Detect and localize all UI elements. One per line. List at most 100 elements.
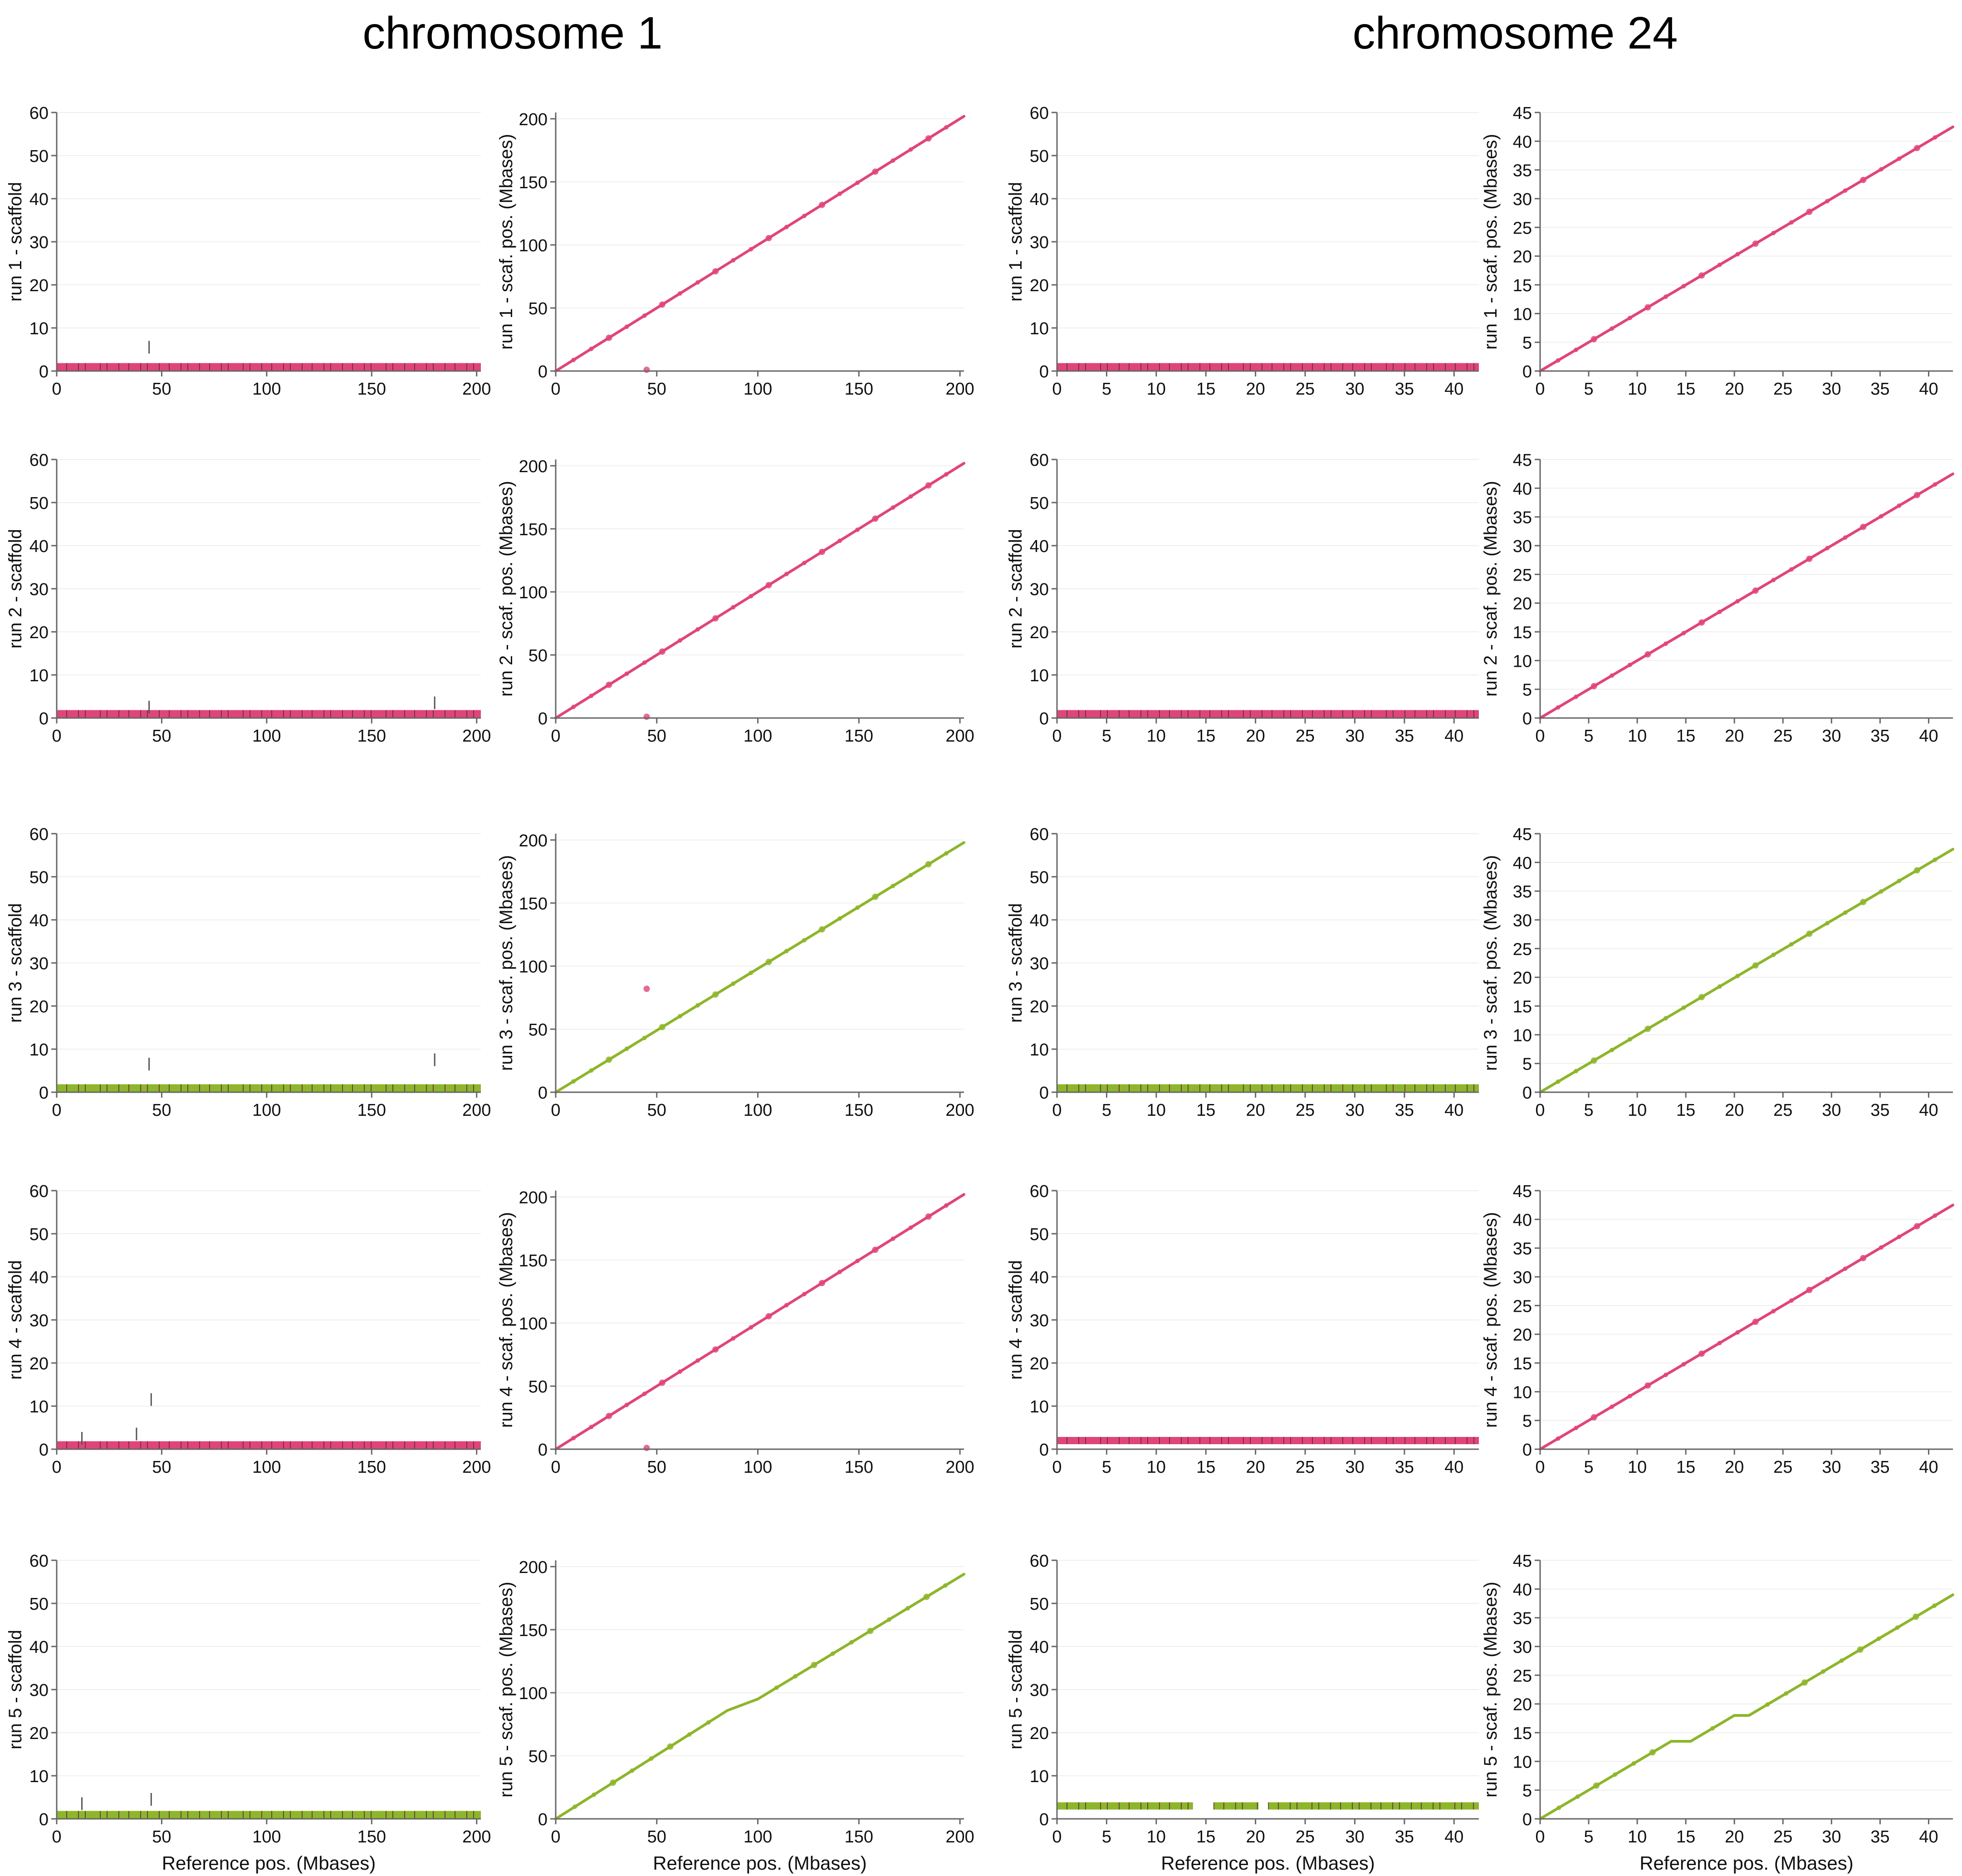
- alignment-point: [923, 1593, 930, 1600]
- alignment-point: [1717, 1340, 1722, 1345]
- alignment-point: [592, 1792, 597, 1797]
- panel-chromosome-24-run-4-position: 0 5 10 15 20 25 30 35 40 45 0 5 10 15 20 25 30 35 40 run 4 …: [1481, 1182, 1954, 1477]
- y-tick-label: 40: [1030, 911, 1049, 930]
- y-tick-label: 50: [29, 147, 49, 166]
- alignment-point: [1771, 230, 1776, 235]
- alignment-point: [1556, 1805, 1561, 1810]
- y-tick-label: 100: [519, 236, 548, 255]
- y-tick-label: 10: [1030, 1767, 1049, 1786]
- alignment-line: [1539, 472, 1954, 719]
- y-tick-label: 30: [29, 954, 49, 973]
- y-tick-label: 30: [1030, 1311, 1049, 1330]
- alignment-point: [1913, 867, 1920, 874]
- y-tick-label: 50: [1030, 1595, 1049, 1614]
- x-axis-label: Reference pos. (Mbases): [1161, 1852, 1375, 1874]
- x-tick-label: 30: [1822, 380, 1841, 399]
- alignment-point: [1897, 879, 1902, 884]
- alignment-point: [1789, 220, 1794, 225]
- alignment-point: [855, 180, 860, 185]
- alignment-point: [1860, 523, 1867, 530]
- x-tick-label: 50: [152, 1827, 171, 1847]
- alignment-point: [908, 1225, 913, 1230]
- y-axis-label: run 3 - scaffold: [5, 903, 25, 1023]
- y-tick-label: 50: [528, 299, 548, 318]
- x-tick-label: 200: [945, 1458, 974, 1477]
- alignment-point: [1897, 503, 1902, 508]
- alignment-point: [571, 704, 576, 709]
- x-tick-label: 20: [1725, 727, 1744, 746]
- alignment-point: [908, 873, 913, 878]
- y-tick-label: 200: [519, 110, 548, 129]
- y-tick-label: 40: [29, 1268, 49, 1287]
- y-tick-label: 40: [1513, 1580, 1532, 1599]
- x-tick-label: 25: [1773, 1101, 1792, 1120]
- alignment-point: [872, 894, 879, 900]
- y-tick-label: 10: [1513, 1753, 1532, 1772]
- alignment-point: [1590, 683, 1597, 689]
- y-tick-label: 15: [1513, 623, 1532, 642]
- x-tick-label: 200: [462, 727, 491, 746]
- alignment-point: [1801, 1679, 1808, 1686]
- alignment-point: [1735, 252, 1740, 257]
- x-tick-label: 20: [1725, 380, 1744, 399]
- alignment-point: [1913, 1223, 1920, 1230]
- alignment-point: [1681, 1005, 1686, 1010]
- x-tick-label: 40: [1919, 1101, 1938, 1120]
- x-tick-label: 15: [1676, 380, 1695, 399]
- y-tick-label: 25: [1513, 1297, 1532, 1316]
- y-tick-label: 40: [29, 537, 49, 556]
- y-tick-label: 60: [29, 104, 49, 123]
- alignment-point: [1593, 1782, 1600, 1789]
- alignment-point: [925, 1213, 932, 1220]
- y-tick-label: 60: [29, 1182, 49, 1201]
- x-tick-label: 0: [52, 1101, 61, 1120]
- x-tick-label: 30: [1345, 727, 1364, 746]
- x-tick-label: 40: [1444, 1458, 1463, 1477]
- x-tick-label: 35: [1870, 380, 1889, 399]
- alignment-point: [837, 1270, 842, 1275]
- y-tick-label: 45: [1513, 104, 1532, 123]
- y-tick-label: 20: [29, 1724, 49, 1743]
- x-tick-label: 0: [1052, 380, 1062, 399]
- y-tick-label: 0: [538, 1441, 548, 1460]
- x-tick-label: 0: [1052, 727, 1062, 746]
- alignment-point: [1843, 910, 1848, 915]
- x-tick-label: 15: [1196, 380, 1215, 399]
- alignment-point: [606, 334, 612, 341]
- alignment-point: [1860, 1255, 1867, 1261]
- alignment-point: [606, 1412, 612, 1419]
- alignment-point: [731, 981, 736, 986]
- y-tick-label: 100: [519, 1314, 548, 1334]
- alignment-point: [642, 1036, 647, 1041]
- y-tick-label: 60: [29, 1552, 49, 1571]
- x-tick-label: 0: [551, 380, 560, 399]
- alignment-point: [1717, 609, 1722, 614]
- y-tick-label: 0: [538, 1084, 548, 1103]
- x-tick-label: 100: [252, 727, 281, 746]
- alignment-point: [1735, 1330, 1740, 1335]
- alignment-line: [1747, 1593, 1954, 1717]
- alignment-point: [818, 201, 825, 208]
- y-tick-label: 0: [1522, 1084, 1532, 1103]
- alignment-point: [687, 1732, 692, 1737]
- x-tick-label: 30: [1822, 1101, 1841, 1120]
- x-tick-label: 20: [1246, 1101, 1265, 1120]
- alignment-point: [1610, 1047, 1615, 1052]
- y-tick-label: 30: [1513, 537, 1532, 556]
- x-tick-label: 25: [1773, 1458, 1792, 1477]
- y-tick-label: 10: [29, 319, 49, 338]
- alignment-point: [1698, 272, 1705, 279]
- y-axis-label: run 2 - scaffold: [1006, 529, 1026, 649]
- x-tick-label: 25: [1296, 1827, 1315, 1847]
- alignment-point: [1556, 1436, 1561, 1441]
- alignment-point: [1698, 1350, 1705, 1357]
- alignment-point: [1717, 262, 1722, 267]
- alignment-point: [1574, 1069, 1579, 1074]
- x-tick-label: 200: [462, 1101, 491, 1120]
- alignment-point: [572, 1804, 577, 1809]
- alignment-point: [872, 168, 879, 175]
- x-axis-label: Reference pos. (Mbases): [653, 1852, 867, 1874]
- y-axis-label: run 1 - scaffold: [5, 182, 25, 302]
